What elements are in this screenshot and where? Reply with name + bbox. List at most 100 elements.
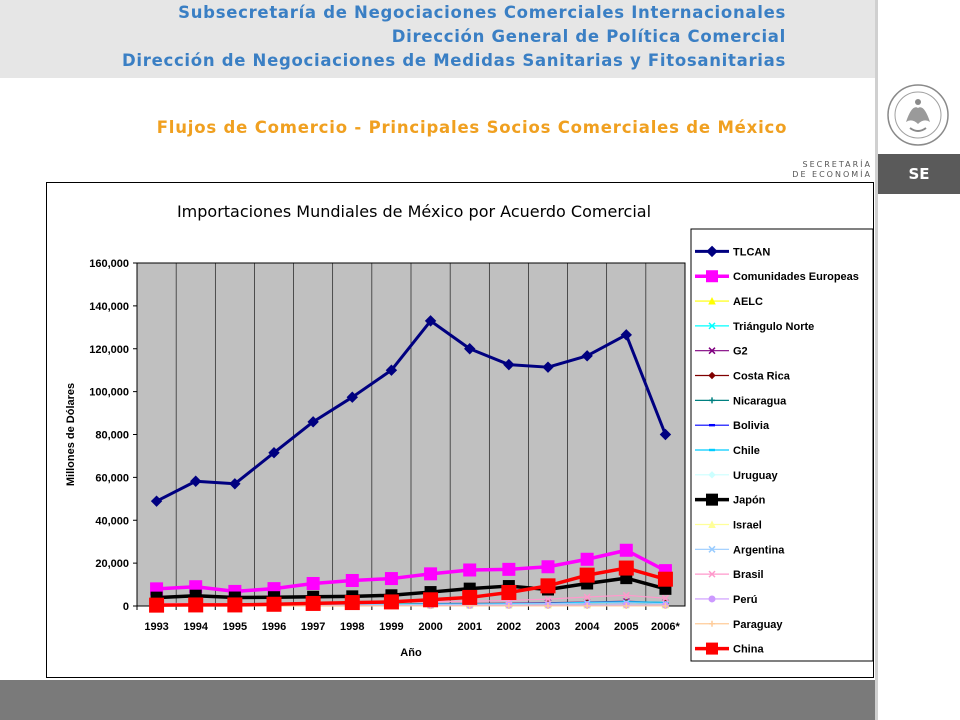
data-point-1 (541, 560, 555, 574)
x-tick-label: 2004 (575, 621, 600, 633)
header-line-2: Dirección General de Política Comercial (391, 27, 786, 46)
series-line-0 (155, 319, 667, 503)
legend-label: Israel (733, 519, 762, 531)
y-tick-label: 160,000 (89, 258, 129, 270)
header-line-3: Dirección de Negociaciones de Medidas Sa… (121, 51, 786, 70)
data-point-0 (620, 329, 632, 341)
data-point-16 (657, 571, 673, 587)
data-point-1 (580, 552, 594, 566)
legend-marker (708, 520, 716, 528)
legend-label: China (733, 644, 764, 656)
legend-marker (708, 347, 716, 355)
page-subtitle: Flujos de Comercio - Principales Socios … (156, 118, 788, 137)
footer-band (0, 680, 875, 720)
data-point-16 (501, 584, 517, 600)
data-point-16 (618, 560, 634, 576)
data-point-16 (383, 594, 399, 610)
data-point-16 (305, 595, 321, 611)
legend-marker (709, 397, 715, 404)
legend-marker (709, 423, 715, 427)
right-divider (875, 0, 878, 720)
legend-marker (706, 270, 718, 283)
legend-marker (706, 493, 718, 506)
data-point-0 (503, 358, 515, 371)
x-tick-label: 2003 (536, 621, 560, 633)
data-point-0 (229, 478, 241, 490)
data-point-0 (424, 315, 437, 327)
mexico-seal-logo (886, 82, 950, 148)
header-line-1: Subsecretaría de Negociaciones Comercial… (178, 3, 786, 22)
se-logo-badge: SE (878, 154, 960, 194)
legend-label: Argentina (733, 544, 785, 556)
legend-label: Chile (733, 445, 760, 457)
legend-label: Nicaragua (733, 395, 787, 407)
data-point-16 (462, 589, 478, 605)
secretaria-logo-text: SECRETARÍA DE ECONOMÍA (792, 160, 872, 180)
y-axis-label: Millones de Dólares (65, 383, 77, 486)
secretaria-line-2: DE ECONOMÍA (792, 170, 872, 179)
legend-marker (708, 545, 716, 553)
header-band: Subsecretaría de Negociaciones Comercial… (0, 0, 878, 78)
data-point-16 (188, 597, 204, 613)
legend-label: TLCAN (733, 246, 770, 258)
y-tick-label: 140,000 (89, 301, 129, 313)
x-tick-label: 1999 (379, 621, 403, 633)
data-point-13 (622, 591, 630, 599)
y-tick-label: 80,000 (95, 430, 129, 442)
data-point-16 (344, 595, 360, 611)
y-tick-label: 20,000 (95, 558, 129, 570)
x-tick-label: 1998 (340, 621, 364, 633)
x-tick-label: 1993 (144, 621, 168, 633)
y-tick-label: 0 (123, 601, 129, 613)
x-tick-label: 1995 (223, 621, 247, 633)
legend-marker (708, 471, 716, 479)
legend-label: Costa Rica (733, 371, 791, 383)
x-tick-label: 2001 (457, 621, 481, 633)
data-point-16 (149, 597, 165, 613)
secretaria-line-1: SECRETARÍA (802, 160, 872, 169)
data-point-0 (150, 495, 163, 507)
legend-label: Paraguay (733, 619, 783, 631)
data-point-0 (385, 364, 398, 376)
data-point-15 (662, 602, 669, 609)
data-point-15 (505, 602, 512, 609)
data-point-16 (423, 592, 439, 608)
y-tick-label: 120,000 (89, 344, 129, 356)
y-tick-label: 40,000 (95, 515, 129, 527)
chart-title: Importaciones Mundiales de México por Ac… (177, 202, 651, 221)
data-point-1 (345, 573, 359, 587)
data-point-1 (384, 572, 398, 586)
legend-label: Japón (733, 495, 766, 507)
legend-marker (708, 595, 716, 603)
data-point-15 (584, 602, 591, 609)
data-point-1 (463, 563, 477, 577)
x-tick-label: 2000 (418, 621, 442, 633)
x-tick-label: 2002 (497, 621, 521, 633)
data-point-0 (659, 428, 672, 441)
seal-icon (887, 84, 949, 146)
legend-box (690, 228, 873, 662)
data-point-0 (581, 350, 593, 362)
legend-label: Comunidades Europeas (733, 271, 859, 283)
data-point-0 (542, 361, 554, 373)
y-tick-label: 60,000 (95, 472, 129, 484)
data-point-16 (227, 597, 243, 613)
data-point-1 (306, 576, 320, 590)
legend-label: Perú (733, 594, 757, 606)
data-point-0 (268, 447, 280, 459)
data-point-13 (583, 593, 591, 601)
data-point-1 (424, 567, 438, 581)
legend-marker (706, 245, 718, 258)
data-point-1 (619, 543, 633, 557)
legend-label: Bolivia (733, 420, 770, 432)
legend-marker (709, 620, 715, 627)
legend-marker (708, 322, 716, 330)
series-line-1 (156, 548, 667, 594)
line-chart: Importaciones Mundiales de México por Ac… (65, 202, 873, 662)
data-point-15 (545, 602, 551, 609)
legend-label: AELC (733, 296, 763, 308)
y-tick-label: 100,000 (89, 387, 129, 399)
data-point-1 (502, 562, 516, 576)
legend-marker (708, 296, 716, 305)
legend-label: Brasil (733, 569, 764, 581)
